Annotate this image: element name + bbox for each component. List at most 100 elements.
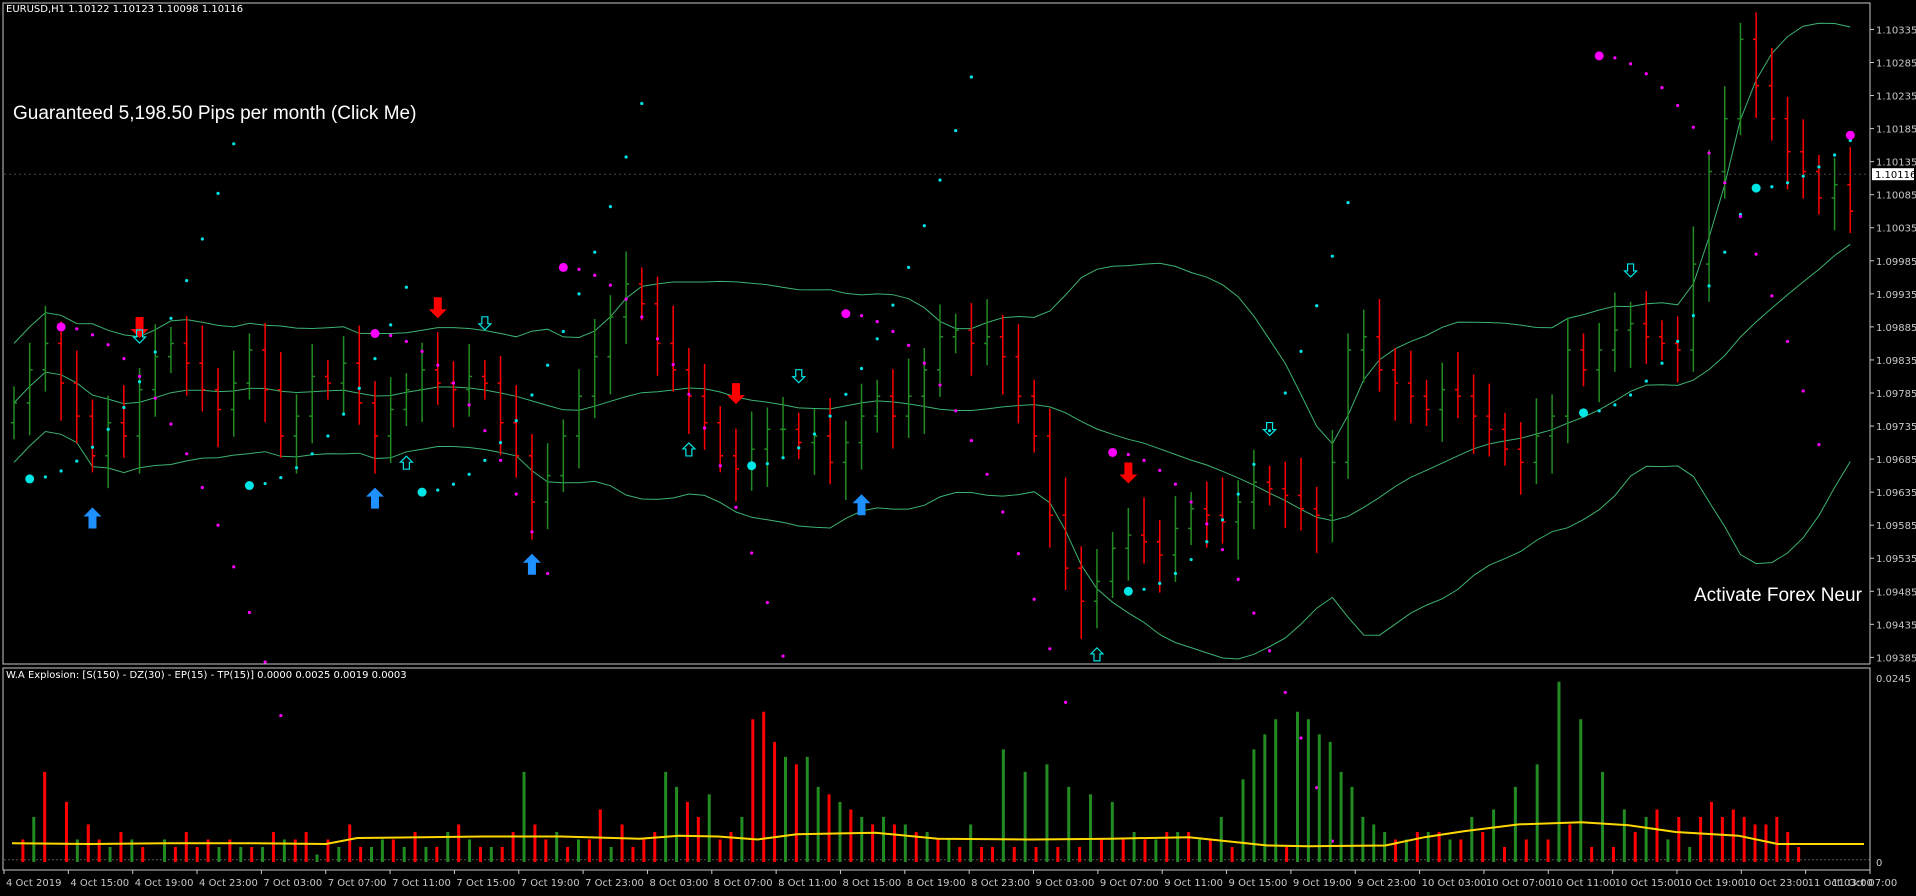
price-tick-label: 1.09985 <box>1876 257 1916 268</box>
sar-up-dot <box>294 466 299 470</box>
sar-down-dot <box>1032 597 1036 601</box>
sar-up-dot <box>546 363 550 367</box>
price-bar <box>1737 22 1744 136</box>
small-down-arrow-icon <box>477 316 493 331</box>
sar-down-dot <box>954 409 958 413</box>
sar-up-dot <box>938 178 942 182</box>
price-bar <box>1235 480 1242 560</box>
price-bar <box>1188 492 1195 546</box>
price-bar <box>1046 408 1053 548</box>
price-bar <box>73 350 80 444</box>
sar-down-dot <box>232 565 236 569</box>
price-bar <box>309 344 316 444</box>
price-bar <box>1753 12 1760 119</box>
price-bar <box>984 299 991 366</box>
price-bar <box>513 385 520 478</box>
price-bar <box>701 363 708 450</box>
price-bar <box>952 313 959 354</box>
price-bar <box>1376 299 1383 392</box>
sar-down-dot <box>483 429 487 433</box>
price-bar <box>199 325 206 412</box>
sar-down-dot <box>750 551 754 555</box>
sar-up-dot <box>530 393 534 397</box>
price-bar <box>1093 548 1100 629</box>
price-bar <box>340 336 347 416</box>
sar-up-dot <box>310 452 314 456</box>
time-tick-label: 8 Oct 07:00 <box>714 878 773 889</box>
sar-down-dot <box>1801 389 1805 393</box>
sar-up-dot <box>1628 393 1633 397</box>
sar-up-dot <box>1691 314 1695 318</box>
price-tick-label: 1.10035 <box>1876 224 1916 235</box>
price-bar <box>576 369 583 469</box>
sar-up-dot <box>232 142 236 146</box>
promo-text: Activate Forex Neur <box>1694 585 1862 606</box>
sar-down-dot <box>1220 548 1225 552</box>
price-bar <box>42 305 49 392</box>
price-bar <box>1658 320 1665 360</box>
price-bar <box>167 326 174 374</box>
sar-down-dot <box>593 273 597 277</box>
price-bar <box>120 385 127 458</box>
sar-up-dot <box>436 488 440 492</box>
price-bar <box>1768 47 1775 141</box>
sar-down-dot <box>530 530 534 534</box>
sar-up-dot <box>875 337 879 341</box>
sar-up-dot <box>200 237 204 241</box>
sar-up-dot <box>341 412 346 416</box>
sar-down-dot <box>185 452 189 456</box>
sar-up-dot <box>859 366 864 371</box>
sar-down-dot <box>279 713 283 718</box>
price-bar <box>1643 291 1650 364</box>
price-bar <box>26 342 33 436</box>
sar-down-dot <box>841 309 851 319</box>
sar-up-dot <box>417 487 427 497</box>
sar-down-dot <box>546 571 550 576</box>
sar-down-dot <box>1817 442 1821 447</box>
sar-up-dot <box>1597 409 1601 413</box>
price-bar <box>1203 481 1210 548</box>
sar-up-dot <box>498 440 503 445</box>
sar-up-dot <box>1613 403 1617 407</box>
sar-down-dot <box>1738 214 1743 219</box>
price-tick-label: 1.09835 <box>1876 356 1916 367</box>
price-bar <box>1392 348 1399 421</box>
sar-down-dot <box>781 654 785 658</box>
time-tick-label: 8 Oct 19:00 <box>907 878 966 889</box>
price-bar <box>215 367 222 448</box>
time-tick-label: 9 Oct 23:00 <box>1357 878 1416 889</box>
price-bar <box>560 419 567 493</box>
sar-down-dot <box>56 322 66 332</box>
sar-up-dot <box>1158 581 1162 585</box>
small-down-arrow-icon <box>791 369 807 384</box>
sar-up-dot <box>1801 174 1805 178</box>
sar-up-dot <box>1644 379 1648 383</box>
price-tick-label: 1.09385 <box>1876 653 1916 664</box>
small-up-arrow-icon <box>398 455 414 470</box>
sell-arrow-icon <box>428 297 447 319</box>
price-bar <box>152 324 159 417</box>
sar-up-dot <box>483 458 487 463</box>
time-tick-label: 8 Oct 03:00 <box>649 878 708 889</box>
price-bar <box>1141 497 1148 564</box>
time-tick-label: 8 Oct 23:00 <box>971 878 1030 889</box>
sar-down-dot <box>1723 181 1727 185</box>
price-bar <box>1627 301 1634 368</box>
time-tick-label: 11 Oct 03:00 <box>1808 878 1873 889</box>
sar-down-dot <box>75 327 79 331</box>
promo-link[interactable]: Guaranteed 5,198.50 Pips per month (Clic… <box>13 103 417 124</box>
sar-down-dot <box>1691 125 1695 129</box>
price-tick-label: 1.10185 <box>1876 125 1916 136</box>
sar-up-dot <box>153 350 157 354</box>
sar-down-dot <box>153 396 157 400</box>
sar-down-dot <box>655 337 660 341</box>
price-bar <box>1596 322 1603 403</box>
price-bar <box>277 352 284 458</box>
small-down-arrow-icon <box>132 329 148 344</box>
time-tick-label: 9 Oct 07:00 <box>1100 878 1159 889</box>
sar-down-dot <box>718 464 722 468</box>
sar-down-dot <box>420 349 424 353</box>
main-frame <box>2 2 1871 665</box>
indicator-tick-label: 0.0245 <box>1876 674 1911 685</box>
